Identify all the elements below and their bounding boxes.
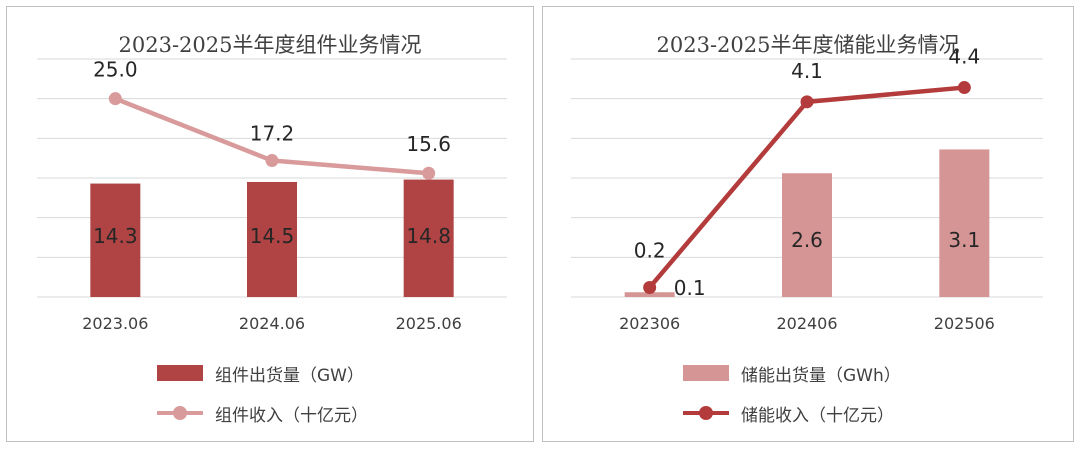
line-data-label: 4.1 xyxy=(791,59,823,83)
line-point xyxy=(108,92,122,106)
line-data-label: 25.0 xyxy=(93,58,138,82)
chart-plot-storage: 202306 202406 202506 0.1 2.6 3.1 0.2 4.1 4.4 xyxy=(571,45,1043,333)
x-tick-label: 2025.06 xyxy=(396,314,462,333)
legend-item-line: 储能收入（十亿元） xyxy=(683,401,894,426)
bar xyxy=(782,173,832,297)
legend-label: 组件收入（十亿元） xyxy=(215,405,368,426)
bar-data-label: 2.6 xyxy=(791,228,823,252)
x-tick-label: 202306 xyxy=(619,314,680,333)
legend-swatch-line xyxy=(157,405,203,421)
chart-plot-modules: 2023.06 2024.06 2025.06 14.3 14.5 14.8 25.0 17.… xyxy=(37,58,507,333)
legend-label: 组件出货量（GW） xyxy=(215,365,364,386)
line-point xyxy=(265,154,279,168)
x-tick-label: 202506 xyxy=(934,314,995,333)
bar xyxy=(247,181,297,297)
line-data-label: 4.4 xyxy=(948,45,980,69)
chart-panel-storage: 2023-2025半年度储能业务情况 202306 202406 202506 0.1… xyxy=(542,6,1074,442)
chart-title: 2023-2025半年度组件业务情况 xyxy=(118,33,422,57)
line-point xyxy=(957,81,971,95)
bar-data-label: 14.3 xyxy=(93,224,138,248)
chart-title: 2023-2025半年度储能业务情况 xyxy=(656,33,960,57)
legend-label: 储能出货量（GWh） xyxy=(741,365,901,386)
x-tick-label: 2023.06 xyxy=(82,314,148,333)
bar-data-label: 14.5 xyxy=(250,224,295,248)
bar xyxy=(403,179,454,297)
bar xyxy=(624,292,675,297)
legend-item-bar: 组件出货量（GW） xyxy=(157,361,364,386)
bar xyxy=(90,183,141,297)
x-tick-label: 202406 xyxy=(776,314,837,333)
legend-swatch-bar xyxy=(683,365,729,381)
legend-swatch-bar xyxy=(157,365,203,381)
legend-item-bar: 储能出货量（GWh） xyxy=(683,361,901,386)
line-data-label: 0.2 xyxy=(634,238,666,262)
bar-data-label: 0.1 xyxy=(674,276,706,300)
legend-item-line: 组件收入（十亿元） xyxy=(157,401,368,426)
line-point xyxy=(800,95,814,109)
bar xyxy=(939,149,990,297)
chart-panel-modules: 2023-2025半年度组件业务情况 2023.06 2024.06 2025.06… xyxy=(6,6,534,442)
bar-data-label: 14.8 xyxy=(406,224,451,248)
line-data-label: 17.2 xyxy=(250,122,295,146)
line-point xyxy=(422,166,436,180)
x-tick-label: 2024.06 xyxy=(239,314,305,333)
bar-data-label: 3.1 xyxy=(948,228,980,252)
line-data-label: 15.6 xyxy=(406,132,451,156)
legend-label: 储能收入（十亿元） xyxy=(741,405,894,426)
line-point xyxy=(643,280,657,294)
legend-swatch-line xyxy=(683,405,729,421)
